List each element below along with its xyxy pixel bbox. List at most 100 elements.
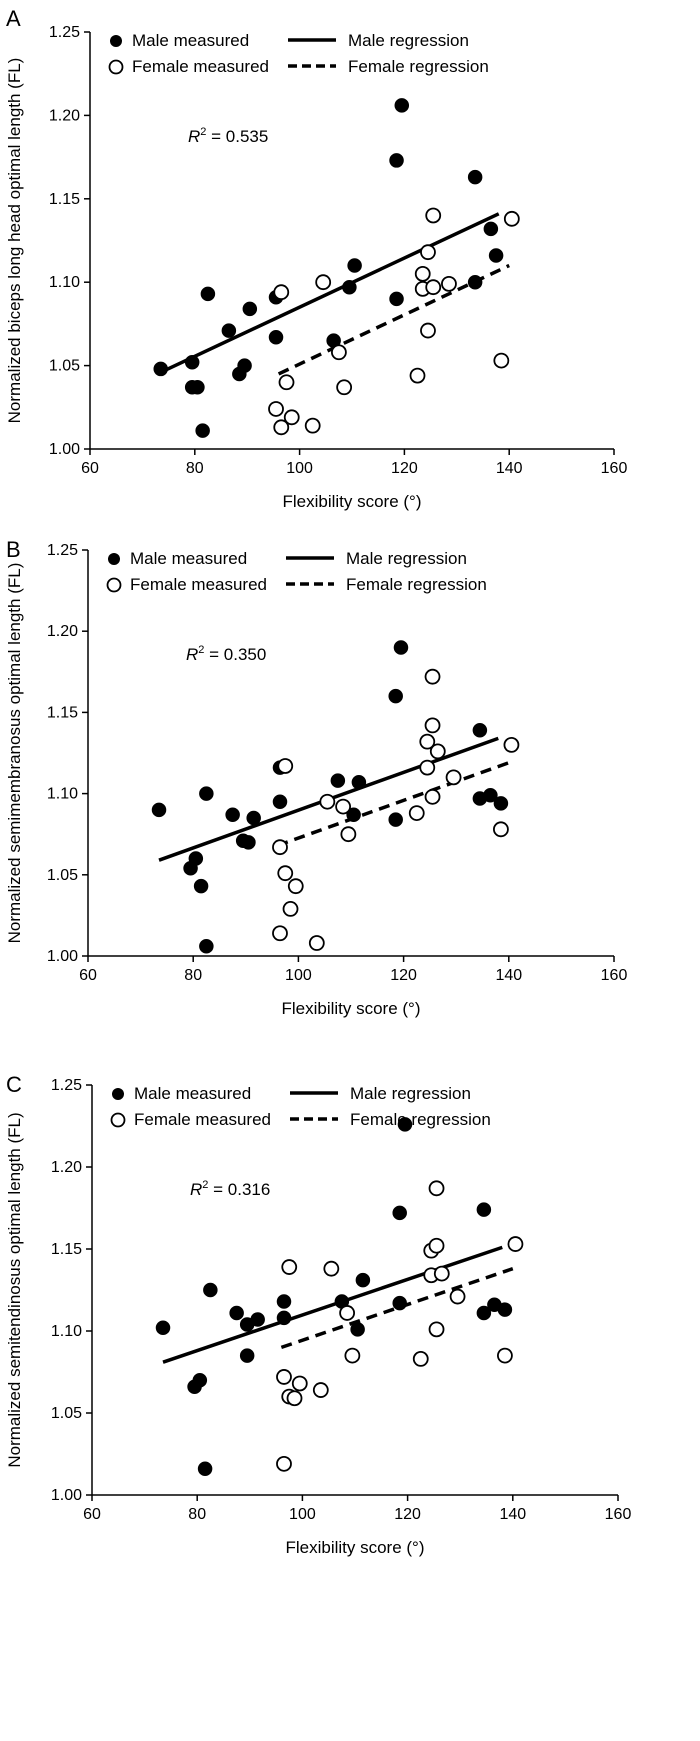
- female-data-point: [493, 821, 509, 838]
- male-data-point: [388, 688, 403, 704]
- panel-c: C 1.00 1.05 1.10 1.15 1.20 1.25 60 80 100 120 140 16…: [5, 1072, 631, 1557]
- y-tick-label: 1.15: [51, 1241, 82, 1258]
- female-data-point: [336, 379, 353, 396]
- female-data-point: [449, 1288, 466, 1305]
- male-data-point: [199, 786, 214, 801]
- female-data-point: [424, 717, 441, 734]
- male-data-point: [192, 1372, 208, 1388]
- panel-a: A 1.00 1.05 1.10 1.15 1.20 1.25 60 80 100 120 140 16…: [5, 6, 627, 511]
- y-tick-label: 1.00: [49, 441, 80, 458]
- y-tick-label: 1.10: [51, 1323, 82, 1340]
- r-squared-superscript: 2: [202, 1179, 208, 1191]
- x-tick-label: 60: [79, 967, 97, 984]
- r-squared-value: = 0.350: [204, 645, 266, 664]
- male-data-point: [272, 794, 288, 809]
- x-axis-title: Flexibility score (°): [281, 999, 420, 1018]
- x-tick-label: 160: [601, 967, 628, 984]
- x-tick-label: 100: [286, 460, 313, 477]
- male-data-point: [229, 1305, 244, 1321]
- male-data-point: [153, 361, 168, 377]
- female-regression-line: [276, 761, 510, 848]
- male-data-point: [467, 169, 483, 185]
- female-data-point: [425, 207, 442, 224]
- female-data-point: [335, 798, 352, 815]
- x-tick-label: 140: [496, 460, 523, 477]
- r-squared-annotation: R2 = 0.350: [186, 644, 266, 664]
- legend-female-regression: Female regression: [346, 575, 487, 594]
- male-data-point: [221, 323, 237, 338]
- female-data-point: [272, 839, 288, 856]
- female-data-point: [276, 1369, 292, 1385]
- r-squared-value: = 0.316: [208, 1180, 270, 1199]
- legend-male-marker: [110, 35, 122, 47]
- legend-male-measured: Male measured: [130, 549, 247, 568]
- y-tick-label: 1.20: [47, 623, 78, 640]
- female-data-point: [312, 1382, 329, 1398]
- female-data-point: [340, 826, 357, 843]
- male-data-point: [355, 1272, 371, 1288]
- legend-male-measured: Male measured: [134, 1084, 251, 1103]
- male-data-point: [392, 1295, 407, 1311]
- male-data-point: [493, 796, 509, 811]
- female-data-point: [493, 352, 510, 369]
- male-data-point: [242, 301, 258, 317]
- male-data-point: [276, 1310, 292, 1326]
- panel-label: A: [6, 6, 21, 31]
- female-data-point: [319, 793, 336, 810]
- female-data-point: [344, 1347, 361, 1364]
- legend-female-regression: Female regression: [350, 1110, 491, 1129]
- x-axis-title: Flexibility score (°): [285, 1538, 424, 1557]
- legend-female-measured: Female measured: [130, 575, 267, 594]
- male-data-point: [232, 366, 247, 382]
- r-squared-superscript: 2: [200, 126, 206, 138]
- male-data-point: [472, 723, 488, 738]
- male-data-point: [195, 423, 210, 438]
- female-data-point: [283, 409, 300, 426]
- r-squared-symbol: R: [188, 127, 200, 146]
- female-data-point: [420, 244, 436, 261]
- female-data-point: [429, 743, 446, 760]
- male-data-point: [342, 279, 357, 295]
- x-tick-label: 160: [601, 460, 628, 477]
- female-data-point: [503, 210, 520, 227]
- male-data-point: [476, 1305, 492, 1321]
- female-data-point: [272, 925, 288, 942]
- x-tick-label: 140: [495, 967, 522, 984]
- male-data-point: [488, 248, 504, 263]
- female-data-point: [409, 367, 426, 384]
- female-data-point: [414, 265, 431, 282]
- male-data-point: [250, 1312, 265, 1327]
- male-data-point: [197, 1461, 213, 1477]
- male-data-point: [225, 807, 240, 822]
- y-axis-title: Normalized biceps long head optimal leng…: [5, 58, 24, 424]
- female-data-point: [419, 759, 436, 776]
- male-data-point: [394, 98, 410, 113]
- female-data-point: [277, 865, 294, 882]
- female-data-point: [428, 1321, 445, 1338]
- panel-label: B: [6, 537, 21, 562]
- male-regression-line: [159, 212, 500, 374]
- male-data-point: [193, 878, 209, 894]
- female-data-point: [428, 1237, 445, 1254]
- y-tick-label: 1.10: [47, 786, 78, 803]
- x-tick-label: 100: [289, 1506, 316, 1523]
- y-tick-label: 1.15: [49, 191, 80, 208]
- male-data-point: [276, 1294, 292, 1309]
- legend-male-regression: Male regression: [350, 1084, 471, 1103]
- female-data-point: [433, 1265, 450, 1282]
- y-axis-title: Normalized semimembranosus optimal lengt…: [5, 563, 24, 944]
- legend-female-marker: [108, 59, 124, 75]
- r-squared-superscript: 2: [198, 644, 204, 656]
- female-data-point: [308, 935, 325, 951]
- male-data-point: [200, 286, 216, 302]
- male-data-point: [393, 640, 409, 655]
- male-data-point: [246, 810, 261, 826]
- x-tick-label: 80: [188, 1506, 206, 1523]
- panel-label: C: [6, 1072, 22, 1097]
- male-data-point: [476, 1202, 492, 1217]
- male-data-point: [188, 851, 204, 866]
- legend-female-regression: Female regression: [348, 57, 489, 76]
- female-data-point: [278, 374, 295, 391]
- female-data-point: [281, 1259, 298, 1275]
